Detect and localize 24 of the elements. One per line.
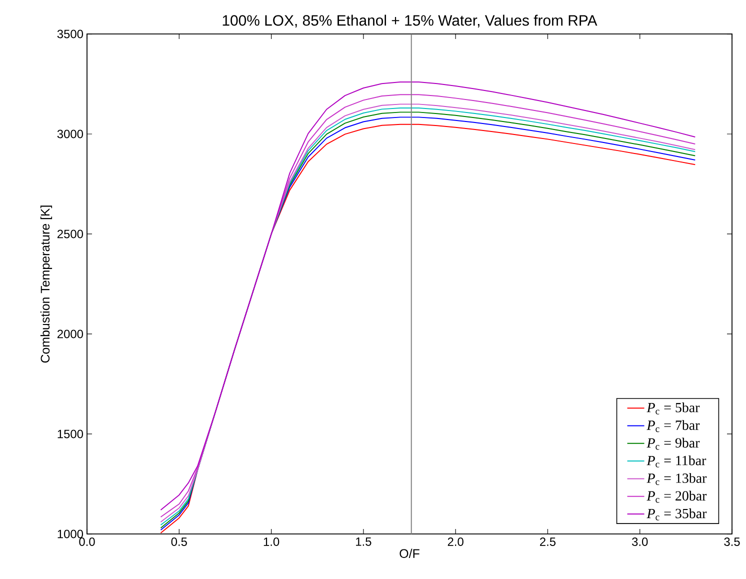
y-tick-label: 2000	[57, 330, 84, 338]
x-tick-label: 2.0	[448, 538, 464, 546]
legend-label: P$_{c}$ = 9bar	[646, 438, 700, 450]
legend-label: P$_{c}$ = 35bar	[646, 508, 707, 520]
x-tick-label: 3.5	[724, 538, 740, 546]
legend-label: P$_{c}$ = 5bar	[646, 402, 700, 414]
y-tick-label: 3000	[57, 130, 84, 138]
y-tick-label: 3500	[57, 30, 84, 38]
y-tick-label: 1500	[58, 430, 84, 438]
x-axis-title: O/F	[400, 548, 420, 558]
legend-label: P$_{c}$ = 20bar	[646, 490, 707, 503]
legend-label: P$_{c}$ = 11bar	[646, 455, 706, 468]
x-tick-label: 1.5	[356, 538, 372, 546]
y-tick-label: 1000	[58, 530, 84, 538]
x-tick-label: 2.5	[540, 538, 556, 546]
y-tick-label: 2500	[57, 230, 84, 238]
legend-label: P$_{c}$ = 7bar	[646, 420, 700, 432]
legend-label: P$_{c}$ = 13bar	[646, 473, 707, 486]
x-tick-label: 1.0	[264, 538, 280, 546]
y-axis-title: Combustion Temperature [K]	[40, 206, 52, 363]
x-tick-label: 0.0	[79, 538, 95, 546]
x-tick-label: 0.5	[171, 538, 187, 546]
chart-title: 100% LOX, 85% Ethanol + 15% Water, Values from RPA	[222, 14, 598, 28]
x-tick-label: 3.0	[632, 538, 648, 546]
